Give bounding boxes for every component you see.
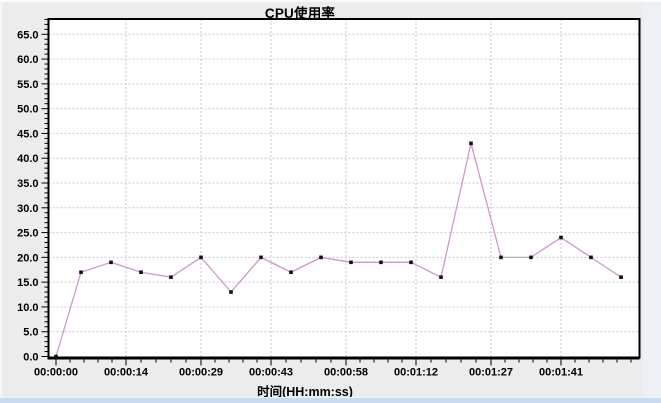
data-point-marker bbox=[589, 255, 593, 260]
data-point-marker bbox=[109, 260, 113, 265]
data-point-marker bbox=[619, 275, 623, 279]
y-tick-label: 10.0 bbox=[17, 302, 38, 314]
y-tick-label: 35.0 bbox=[17, 178, 38, 190]
x-tick-label: 00:01:27 bbox=[469, 367, 513, 379]
y-tick-label: 15.0 bbox=[17, 277, 38, 289]
data-point-marker bbox=[169, 275, 173, 279]
y-tick-label: 60.0 bbox=[17, 54, 38, 66]
data-point-marker bbox=[289, 270, 293, 275]
data-point-marker bbox=[349, 260, 353, 265]
x-tick-label: 00:00:29 bbox=[179, 367, 223, 379]
x-tick-label: 00:01:12 bbox=[394, 367, 438, 379]
data-point-marker bbox=[319, 255, 323, 260]
panel-left-edge bbox=[0, 0, 2, 397]
data-point-marker bbox=[529, 255, 533, 260]
series-line bbox=[55, 143, 622, 357]
y-tick-label: 30.0 bbox=[17, 203, 38, 215]
y-tick-label: 20.0 bbox=[17, 252, 38, 264]
data-point-marker bbox=[559, 235, 563, 240]
plot-area bbox=[48, 19, 640, 358]
x-axis-title: 时间(HH:mm:ss) bbox=[257, 385, 353, 399]
x-tick-label: 00:00:14 bbox=[104, 367, 149, 379]
data-point-marker bbox=[259, 255, 263, 260]
data-point-marker bbox=[229, 290, 233, 294]
x-tick-label: 00:01:41 bbox=[539, 367, 583, 379]
panel-right-edge bbox=[643, 2, 661, 397]
data-point-marker bbox=[199, 255, 203, 260]
data-point-marker bbox=[139, 270, 143, 275]
x-tick-label: 00:00:58 bbox=[324, 367, 368, 379]
data-point-marker bbox=[379, 260, 383, 265]
data-point-marker bbox=[54, 354, 58, 359]
data-point-marker bbox=[409, 260, 413, 265]
panel-bottom-strip bbox=[0, 397, 661, 403]
y-tick-label: 40.0 bbox=[17, 153, 38, 165]
y-tick-label: 50.0 bbox=[17, 104, 38, 116]
data-point-marker bbox=[79, 270, 83, 275]
y-tick-label: 45.0 bbox=[17, 128, 38, 140]
panel-top-edge bbox=[0, 0, 661, 2]
y-tick-label: 0.0 bbox=[23, 352, 38, 364]
data-point-marker bbox=[469, 141, 473, 146]
y-tick-label: 55.0 bbox=[17, 79, 38, 91]
data-point-marker bbox=[499, 255, 503, 260]
y-tick-label: 25.0 bbox=[17, 228, 38, 240]
data-point-marker bbox=[439, 275, 443, 279]
x-tick-label: 00:00:43 bbox=[249, 367, 293, 379]
chart-title: CPU使用率 bbox=[264, 6, 336, 21]
y-tick-label: 5.0 bbox=[23, 327, 38, 339]
y-tick-label: 65.0 bbox=[17, 29, 38, 41]
x-tick-label: 00:00:00 bbox=[34, 367, 78, 379]
